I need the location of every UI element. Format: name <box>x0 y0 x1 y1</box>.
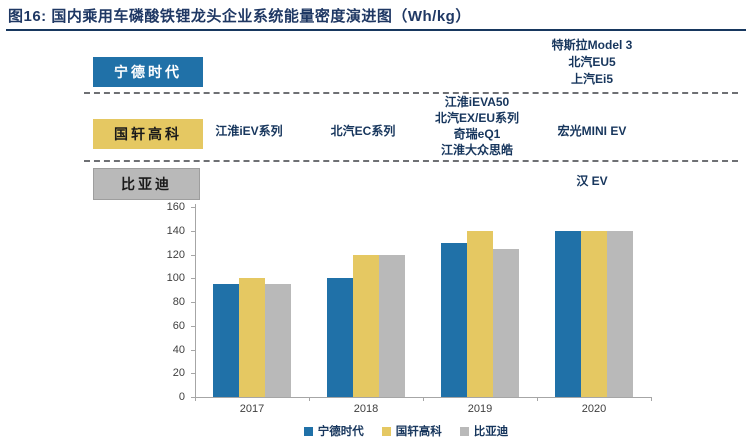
chart-legend: 宁德时代 国轩高科 比亚迪 <box>196 423 616 439</box>
y-axis-tick-label: 160 <box>166 201 185 213</box>
x-axis-label-2019: 2019 <box>467 403 493 415</box>
x-axis-tick-mark <box>423 397 424 401</box>
bar-2018-series2 <box>353 254 379 397</box>
bar-2019-series1 <box>441 242 467 397</box>
annotation-line: 北汽EU5 <box>568 55 616 69</box>
bar-2017-series1 <box>213 284 239 397</box>
legend-swatch-catl <box>303 426 313 436</box>
annotation-gotion-2017: 江淮iEV系列 <box>215 124 283 138</box>
figure-title: 图16: 国内乘用车磷酸铁锂龙头企业系统能量密度演进图（Wh/kg） <box>8 8 471 25</box>
annotation-line: 上汽Ei5 <box>570 72 613 86</box>
legend-label-catl: 宁德时代 <box>317 424 364 438</box>
legend-swatch-byd <box>459 426 469 436</box>
annotation-line: 北汽EX/EU系列 <box>434 111 519 125</box>
x-axis-label-2018: 2018 <box>353 403 379 415</box>
legend-swatch-gotion <box>381 426 391 436</box>
y-axis-tick-label: 60 <box>172 319 185 332</box>
y-axis-tick-label: 120 <box>166 248 185 261</box>
x-axis-tick-mark <box>195 397 196 401</box>
bar-2019-series3 <box>493 248 519 397</box>
bar-2020-series2 <box>581 230 607 397</box>
y-axis-tick-mark <box>191 325 195 327</box>
y-axis-tick-label: 100 <box>166 272 185 285</box>
divider-dashed-row1 <box>84 92 738 94</box>
y-axis-tick-mark <box>191 207 195 208</box>
annotation-gotion-2020: 宏光MINI EV <box>557 124 627 138</box>
legend-item-gotion: 国轩高科 <box>381 423 442 439</box>
y-axis-tick-mark <box>191 254 195 256</box>
y-axis-tick-label: 80 <box>172 296 185 308</box>
y-axis-tick-mark <box>191 230 195 232</box>
legend-label-gotion: 国轩高科 <box>395 424 442 438</box>
y-axis-tick-mark <box>191 397 195 398</box>
bar-2019-series2 <box>467 230 493 397</box>
divider-dashed-row2 <box>84 160 738 162</box>
x-axis-tick-mark <box>651 397 652 401</box>
y-axis-tick-mark <box>191 349 195 351</box>
bar-2018-series3 <box>379 254 405 397</box>
bar-2017-series3 <box>265 284 291 397</box>
annotation-line: 奇瑞eQ1 <box>453 127 501 141</box>
x-axis-tick-mark <box>537 397 538 401</box>
bar-2018-series1 <box>327 278 353 397</box>
y-axis-tick-label: 0 <box>178 391 185 403</box>
y-axis-tick-mark <box>191 302 195 303</box>
annotation-byd-2020: 汉 EV <box>576 174 608 188</box>
annotation-gotion-2019: 江淮iEVA50 北汽EX/EU系列 奇瑞eQ1 江淮大众思皓 <box>392 94 562 158</box>
annotation-line: 江淮iEVA50 <box>444 95 510 109</box>
bar-2017-series2 <box>239 278 265 397</box>
company-chip-gotion: 国轩高科 <box>93 119 203 149</box>
y-axis-tick-label: 20 <box>172 367 185 380</box>
annotation-catl-models: 特斯拉Model 3 北汽EU5 上汽Ei5 <box>507 37 677 88</box>
title-underline <box>6 29 746 31</box>
company-chip-catl: 宁德时代 <box>93 57 203 87</box>
y-axis-line <box>195 204 196 397</box>
legend-item-catl: 宁德时代 <box>303 423 364 439</box>
y-axis-tick-label: 40 <box>172 343 185 356</box>
annotation-line: 江淮大众思皓 <box>440 143 513 157</box>
y-axis-tick-label: 140 <box>166 224 185 237</box>
annotation-gotion-2018: 北汽EC系列 <box>330 124 396 138</box>
annotation-line: 特斯拉Model 3 <box>551 38 633 52</box>
y-axis-tick-mark <box>191 373 195 375</box>
legend-label-byd: 比亚迪 <box>473 424 509 438</box>
x-axis-label-2020: 2020 <box>581 403 607 415</box>
bar-2020-series3 <box>607 230 633 397</box>
bar-2020-series1 <box>555 230 581 397</box>
company-chip-byd: 比亚迪 <box>93 168 200 200</box>
x-axis-label-2017: 2017 <box>239 403 265 415</box>
legend-item-byd: 比亚迪 <box>459 423 509 439</box>
y-axis-tick-mark <box>191 278 195 280</box>
x-axis-tick-mark <box>309 397 310 401</box>
